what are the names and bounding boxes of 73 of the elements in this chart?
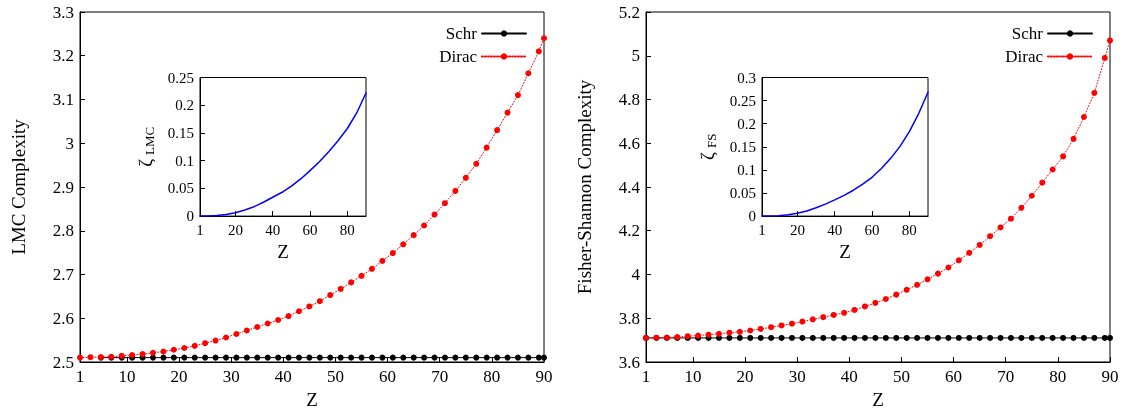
legend-label: Dirac <box>1005 47 1044 66</box>
y-tick-label: 2.7 <box>52 265 75 284</box>
y-tick-label: 4.8 <box>618 90 640 109</box>
x-tick-label: 30 <box>788 367 806 386</box>
y-tick-label: 2.8 <box>52 221 74 241</box>
y-axis-title: LMC Complexity <box>8 118 29 255</box>
x-tick-label: 1 <box>196 221 204 238</box>
y-axis-title: ζFS <box>697 133 719 160</box>
x-tick-label: 70 <box>431 367 449 386</box>
y-tick-label: 0 <box>748 208 756 225</box>
y-tick-label: 0.15 <box>167 124 194 141</box>
x-axis-title: Z <box>306 388 318 410</box>
y-tick-label: 0.1 <box>737 161 756 178</box>
y-axis-title: Fisher-Shannon Complexity <box>574 79 595 295</box>
x-tick-label: 10 <box>684 367 702 386</box>
x-tick-label: 50 <box>892 367 910 386</box>
y-tick-label: 3.1 <box>52 90 74 109</box>
legend-label: Schr <box>1011 24 1044 43</box>
y-tick-label: 0.25 <box>167 69 194 86</box>
y-tick-label: 0.2 <box>175 97 194 114</box>
x-tick-label: 20 <box>170 367 188 386</box>
x-tick-label: 40 <box>827 221 843 238</box>
y-tick-label: 2.9 <box>52 177 74 197</box>
y-tick-label: 0.2 <box>737 115 756 132</box>
y-tick-label: 0.1 <box>175 152 194 169</box>
y-tick-label: 4 <box>631 265 641 284</box>
y-tick-label: 5.2 <box>618 2 640 22</box>
y-tick-label: 4.4 <box>618 177 641 197</box>
y-tick-label: 3.3 <box>52 2 74 22</box>
x-tick-label: 60 <box>945 367 963 386</box>
y-tick-label: 4.6 <box>618 133 640 153</box>
y-tick-label: 2.5 <box>52 352 74 372</box>
x-axis-title: Z <box>872 388 884 410</box>
y-tick-label: 2.6 <box>52 308 74 328</box>
x-tick-label: 1 <box>75 367 85 386</box>
x-tick-label: 10 <box>118 367 136 386</box>
x-axis-title: Z <box>277 241 289 262</box>
x-tick-label: 20 <box>736 367 754 386</box>
x-tick-label: 60 <box>302 221 318 238</box>
x-tick-label: 1 <box>641 367 651 386</box>
x-tick-label: 80 <box>339 221 355 238</box>
y-tick-label: 3 <box>65 133 74 153</box>
x-tick-label: 80 <box>901 221 917 238</box>
legend-label: Dirac <box>439 47 478 66</box>
x-tick-label: 30 <box>222 367 240 386</box>
y-tick-label: 0.05 <box>167 180 194 197</box>
y-axis-title: ζLMC <box>135 126 157 167</box>
x-axis-title: Z <box>839 241 851 262</box>
y-tick-label: 0.3 <box>737 69 756 86</box>
x-tick-label: 80 <box>1049 367 1067 386</box>
y-tick-label: 0.25 <box>729 92 756 109</box>
x-tick-label: 60 <box>864 221 880 238</box>
x-tick-label: 20 <box>789 221 805 238</box>
y-tick-label: 0 <box>186 208 194 225</box>
x-tick-label: 90 <box>1101 367 1119 386</box>
x-tick-label: 40 <box>274 367 292 386</box>
legend-label: Schr <box>445 24 478 43</box>
y-tick-label: 3.2 <box>52 46 74 66</box>
y-tick-label: 4.2 <box>618 221 640 241</box>
y-tick-label: 0.05 <box>729 185 756 201</box>
x-tick-label: 60 <box>379 367 397 386</box>
x-tick-label: 40 <box>840 367 858 386</box>
x-tick-label: 40 <box>265 221 281 238</box>
y-tick-label: 3.6 <box>618 352 640 372</box>
x-tick-label: 20 <box>227 221 243 238</box>
y-tick-label: 3.8 <box>618 308 640 328</box>
x-tick-label: 1 <box>758 221 766 238</box>
y-tick-label: 5 <box>631 46 640 66</box>
y-tick-label: 0.15 <box>729 138 756 155</box>
x-tick-label: 70 <box>997 367 1015 386</box>
x-tick-label: 50 <box>326 367 344 386</box>
x-tick-label: 90 <box>535 367 553 386</box>
x-tick-label: 80 <box>483 367 501 386</box>
